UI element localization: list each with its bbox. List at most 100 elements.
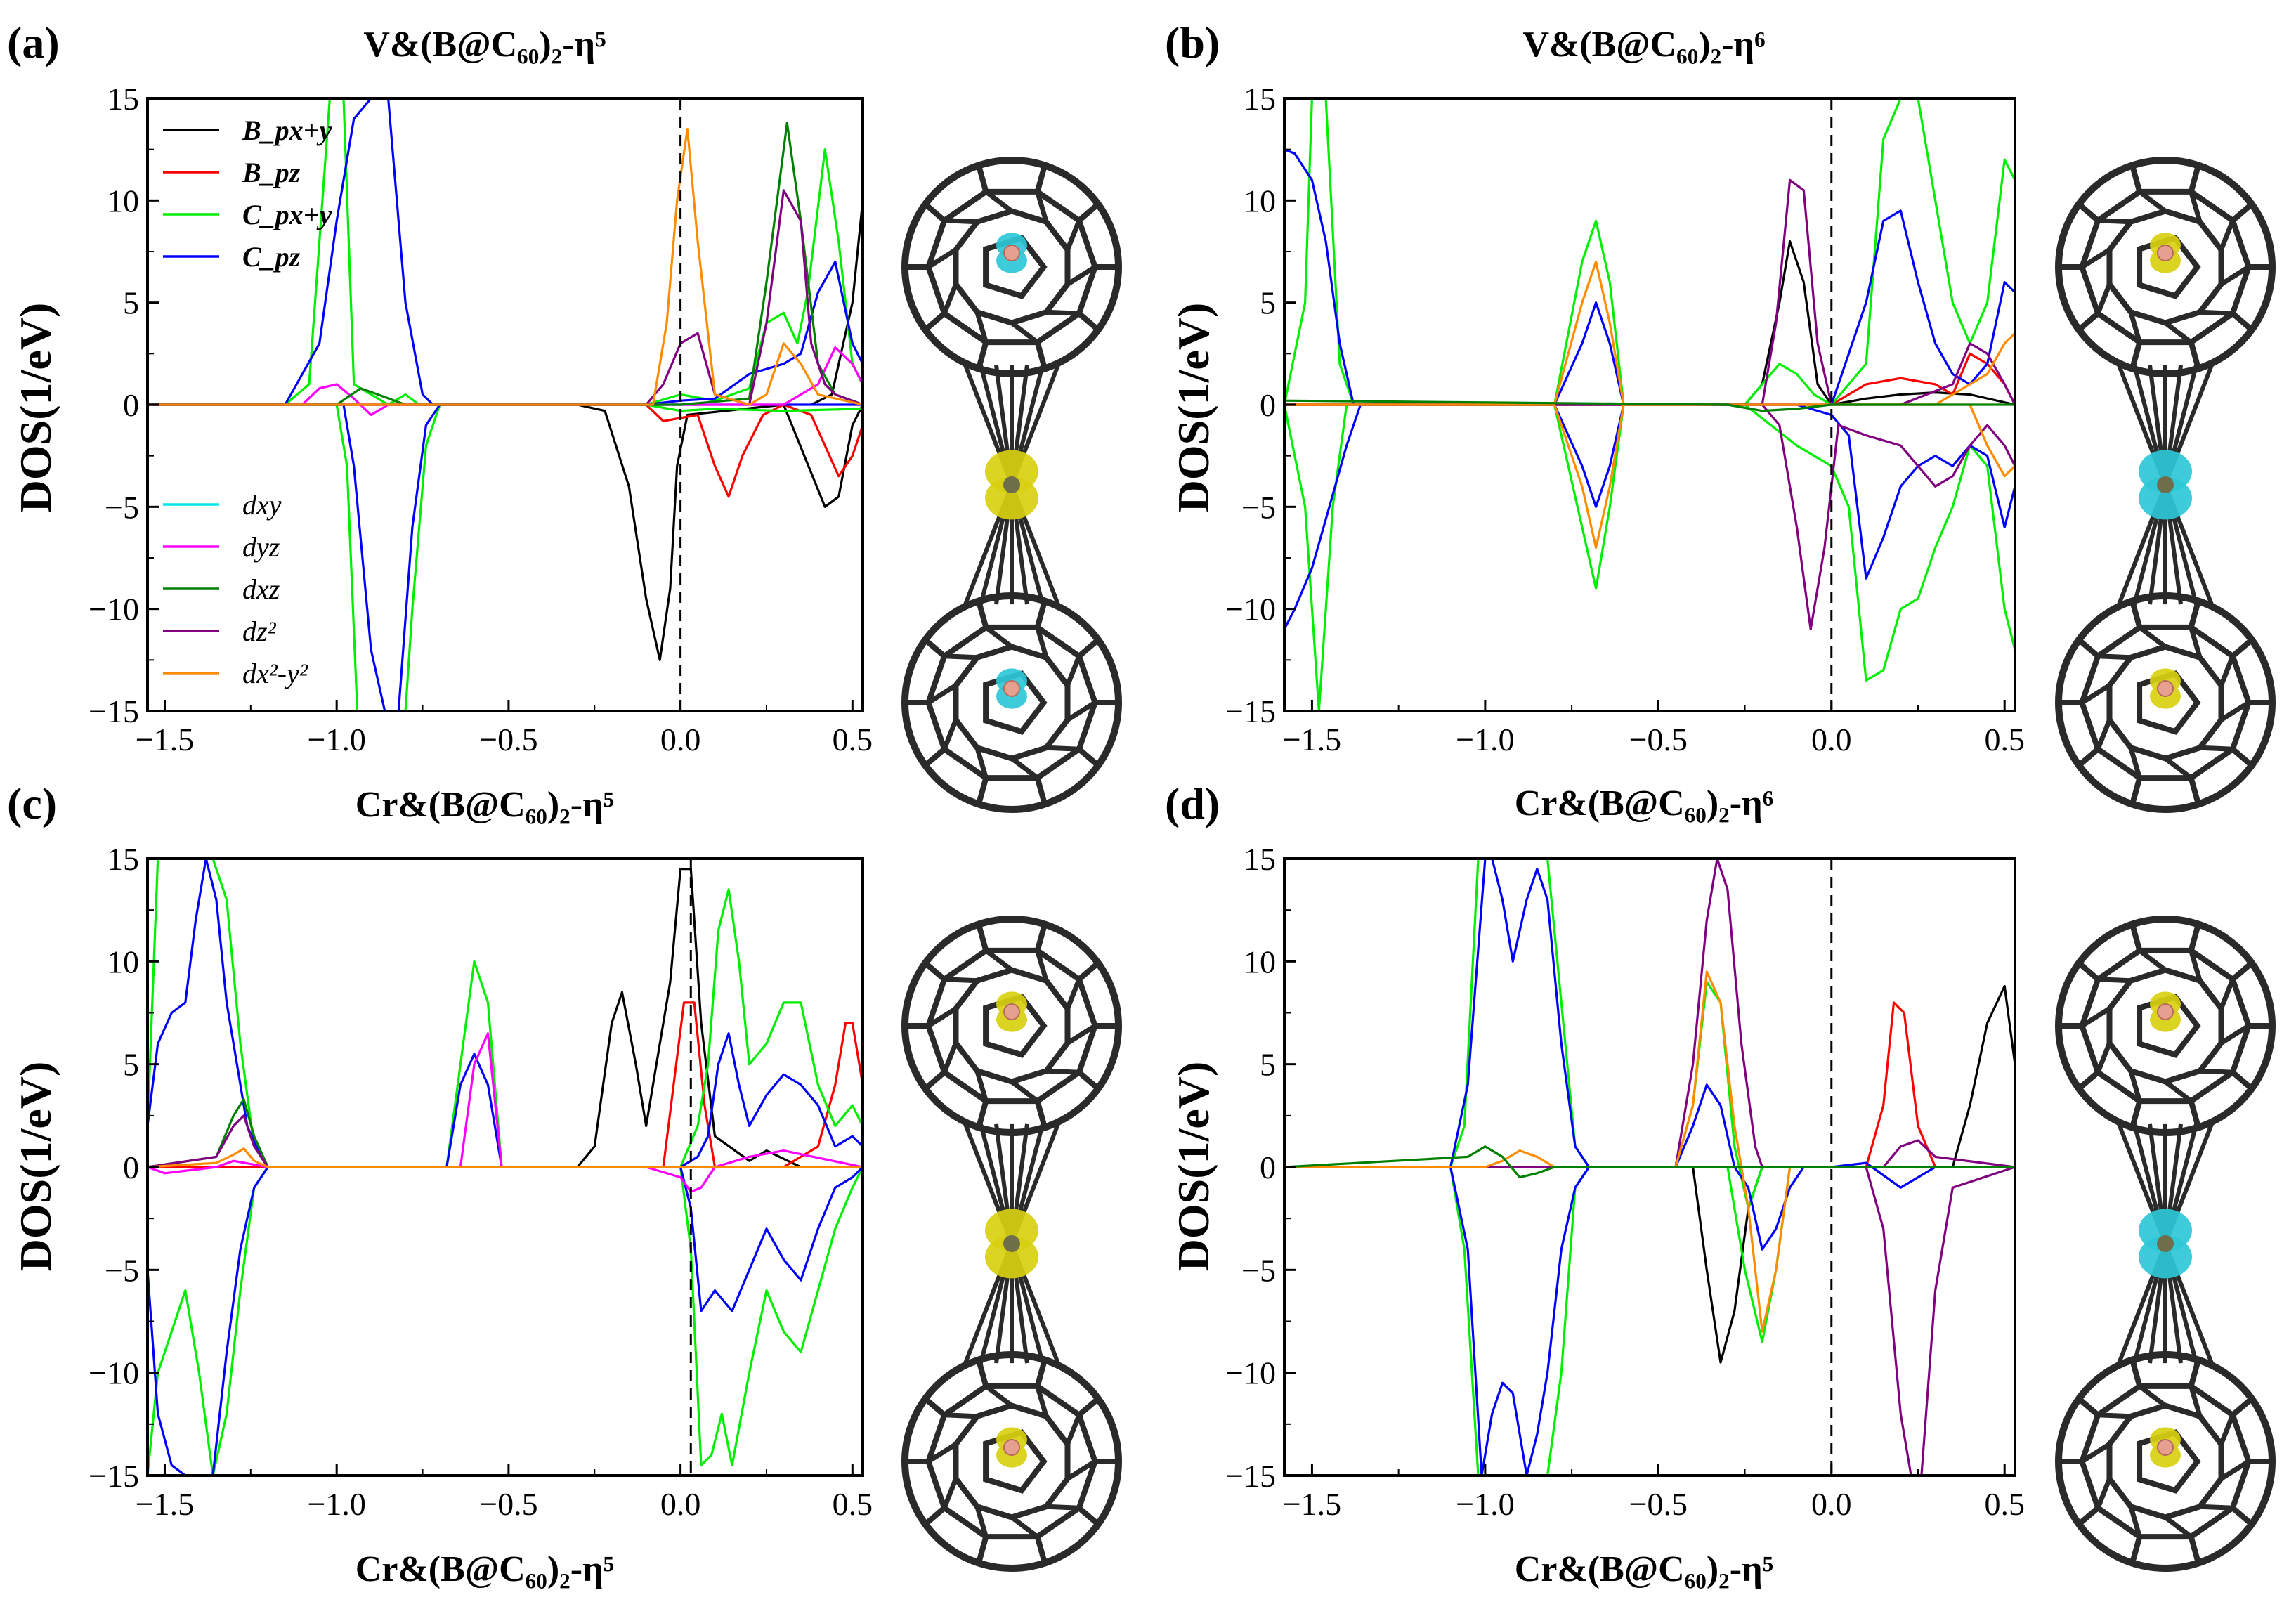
panel-title-c: Cr&(B@C₆₀)₂-η⁵ <box>356 785 614 825</box>
boron-atom <box>2157 245 2174 261</box>
series-c-pz <box>1284 148 2015 406</box>
y-tick-label: 10 <box>1244 183 1276 219</box>
y-tick-label: −15 <box>89 693 139 729</box>
series-dz2 <box>1284 178 2015 406</box>
x-tick-label: −1.0 <box>307 722 365 757</box>
series-c-pz-dn <box>148 403 863 711</box>
x-tick-label: −1.5 <box>1283 1486 1341 1522</box>
x-tick-label: −1.5 <box>136 722 194 757</box>
isosurface <box>996 233 1027 273</box>
fullerene-cage <box>901 592 1122 813</box>
legend-label: C_pz <box>242 241 301 273</box>
dos-panel: −1.5 −1.0 −0.5 0.0 0.5 −15 −10 −5 0 5 10 15 <box>1225 841 2025 1522</box>
panel-xlabel-c: Cr&(B@C₆₀)₂-η⁵ <box>356 1549 614 1589</box>
molecule-structure <box>2055 157 2276 813</box>
series-b-pz <box>148 403 863 498</box>
metal-atom <box>2157 476 2174 493</box>
isosurface <box>985 1209 1038 1279</box>
y-tick-label: −15 <box>1225 1458 1276 1494</box>
series-c-px-y-dn <box>148 403 863 711</box>
series-dx2-y2 <box>148 1147 863 1168</box>
isosurface <box>996 668 1027 709</box>
series-c-pz <box>1284 859 2015 1251</box>
metal-atom <box>1003 1235 1020 1252</box>
series-dxz <box>1284 1145 2015 1179</box>
y-tick-label: 15 <box>107 841 139 877</box>
legend-label: dyz <box>242 531 280 563</box>
dos-panel: −1.5 −1.0 −0.5 0.0 0.5 −15 −10 −5 0 5 10 15 <box>89 81 873 757</box>
isosurface <box>2139 450 2192 520</box>
series-dxz <box>148 122 863 406</box>
isosurface <box>996 1427 1027 1468</box>
y-tick-label: −15 <box>1225 693 1276 729</box>
series-dx2-y2 <box>1284 260 2015 406</box>
y-tick-label: 5 <box>1260 1047 1276 1083</box>
x-tick-label: 0.5 <box>1984 1486 2025 1522</box>
isosurface <box>2150 668 2181 709</box>
x-tick-label: −1.0 <box>1456 1486 1514 1522</box>
panel-label-d: (d) <box>1165 779 1220 828</box>
y-tick-label: −10 <box>1225 592 1276 627</box>
series-b-px-y-up <box>810 200 863 406</box>
x-tick-label: 0.0 <box>660 722 701 757</box>
panel-ylabel-b: DOS(1/eV) <box>1168 303 1218 513</box>
y-tick-label: 15 <box>1244 841 1276 877</box>
series-c-px-y <box>148 859 863 1168</box>
y-tick-label: −5 <box>105 1252 139 1288</box>
x-tick-label: 0.0 <box>1811 1486 1852 1522</box>
fullerene-cage <box>2055 1351 2276 1572</box>
legend-label: dx²-y² <box>242 658 308 689</box>
isosurface <box>2150 991 2181 1032</box>
y-tick-label: −15 <box>89 1458 139 1494</box>
x-tick-label: 0.5 <box>1984 722 2025 757</box>
x-tick-label: −1.0 <box>307 1486 365 1522</box>
series-b-pz <box>1284 1001 2015 1168</box>
isosurface <box>985 450 1038 520</box>
series-c-px-y <box>1284 98 2015 406</box>
legend-label: B_px+y <box>242 115 332 146</box>
boron-atom <box>1003 680 1020 697</box>
y-tick-label: 10 <box>1244 944 1276 979</box>
fullerene-cage <box>2055 592 2276 813</box>
y-tick-label: 0 <box>1260 1149 1276 1185</box>
y-tick-label: −10 <box>89 1355 139 1391</box>
y-tick-label: 0 <box>1260 387 1276 423</box>
x-tick-label: −0.5 <box>479 722 537 757</box>
legend-label: dxz <box>242 573 280 605</box>
fullerene-cage <box>2055 157 2276 377</box>
series-b-px-y <box>148 403 863 661</box>
isosurface <box>2150 1427 2181 1468</box>
y-tick-label: 5 <box>123 1047 139 1083</box>
y-tick-label: 15 <box>1244 81 1276 117</box>
dos-panel: −1.5 −1.0 −0.5 0.0 0.5 −15 −10 −5 0 5 10 15 <box>1225 81 2025 757</box>
series-b-px-y <box>1284 1166 2015 1364</box>
boron-atom <box>1003 1439 1020 1456</box>
panel-title-a: V&(B@C₆₀)₂-η⁵ <box>363 25 606 65</box>
boron-atom <box>2157 680 2174 697</box>
y-tick-label: −5 <box>1241 1252 1276 1288</box>
series-c-px-y-dn <box>1284 1166 2015 1476</box>
legend-label: dxy <box>242 489 282 521</box>
series-dx2-y2 <box>1284 970 2015 1333</box>
legend-label: B_pz <box>242 157 301 188</box>
panel-label-c: (c) <box>7 779 57 828</box>
series-dz2-dn <box>1284 403 2015 631</box>
series-c-px-y <box>1284 859 2015 1210</box>
boron-atom <box>1003 245 1020 261</box>
panel-ylabel-c: DOS(1/eV) <box>11 1062 60 1272</box>
panel-ylabel-d: DOS(1/eV) <box>1168 1062 1218 1272</box>
series-dyz <box>148 1032 863 1193</box>
y-tick-label: −10 <box>1225 1355 1276 1391</box>
panel-xlabel-b: Cr&(B@C₆₀)₂-η⁶ <box>1515 783 1773 823</box>
y-tick-label: −5 <box>1241 489 1276 525</box>
x-tick-label: −1.5 <box>1283 722 1341 757</box>
y-tick-label: 5 <box>123 285 139 321</box>
series-c-px-y <box>148 98 863 406</box>
series-dxz <box>1284 399 2015 412</box>
series-c-pz-dn <box>148 1166 863 1476</box>
y-tick-label: 10 <box>107 183 139 219</box>
x-tick-label: 0.5 <box>833 722 873 757</box>
dos-panel: −1.5 −1.0 −0.5 0.0 0.5 −15 −10 −5 0 5 10 15 <box>89 841 873 1522</box>
series-c-pz-dn <box>1284 403 2015 630</box>
